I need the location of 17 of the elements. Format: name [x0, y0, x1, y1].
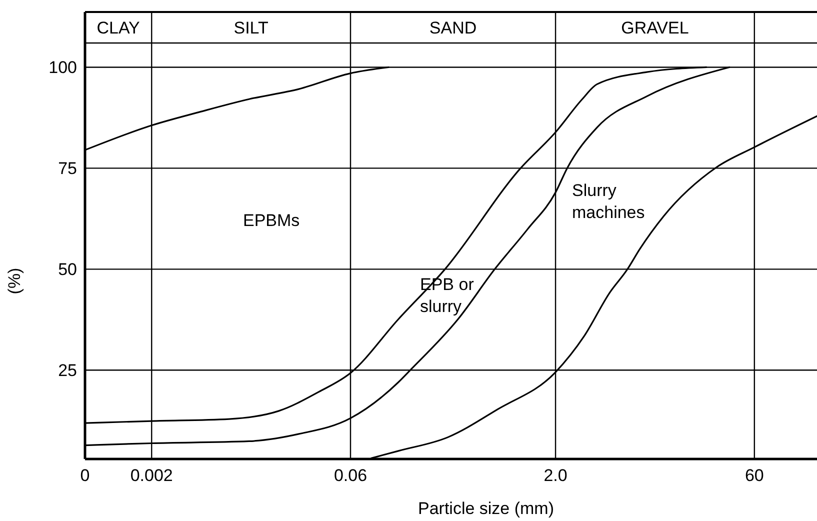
x-tick-label: 0	[80, 466, 90, 485]
text: SILT	[234, 18, 268, 38]
text: SAND	[429, 18, 477, 38]
annotation: Slurry machines	[572, 180, 645, 222]
y-tick-label: 75	[58, 159, 77, 178]
y-tick-label: 25	[58, 361, 77, 380]
y-axis-title: (%)	[5, 268, 24, 294]
text: CLAY	[96, 18, 140, 38]
x-tick-label: 0.06	[334, 466, 368, 485]
x-tick-label: 0.002	[130, 466, 173, 485]
y-tick-label: 100	[48, 58, 77, 78]
annotation: EPBMs	[243, 210, 300, 230]
x-axis-title: Particle size (mm)	[418, 499, 554, 518]
x-tick-label: 60	[744, 466, 764, 485]
x-tick-label: 2.0	[544, 466, 568, 485]
y-tick-label: 50	[58, 260, 77, 280]
text: GRAVEL	[621, 18, 689, 38]
